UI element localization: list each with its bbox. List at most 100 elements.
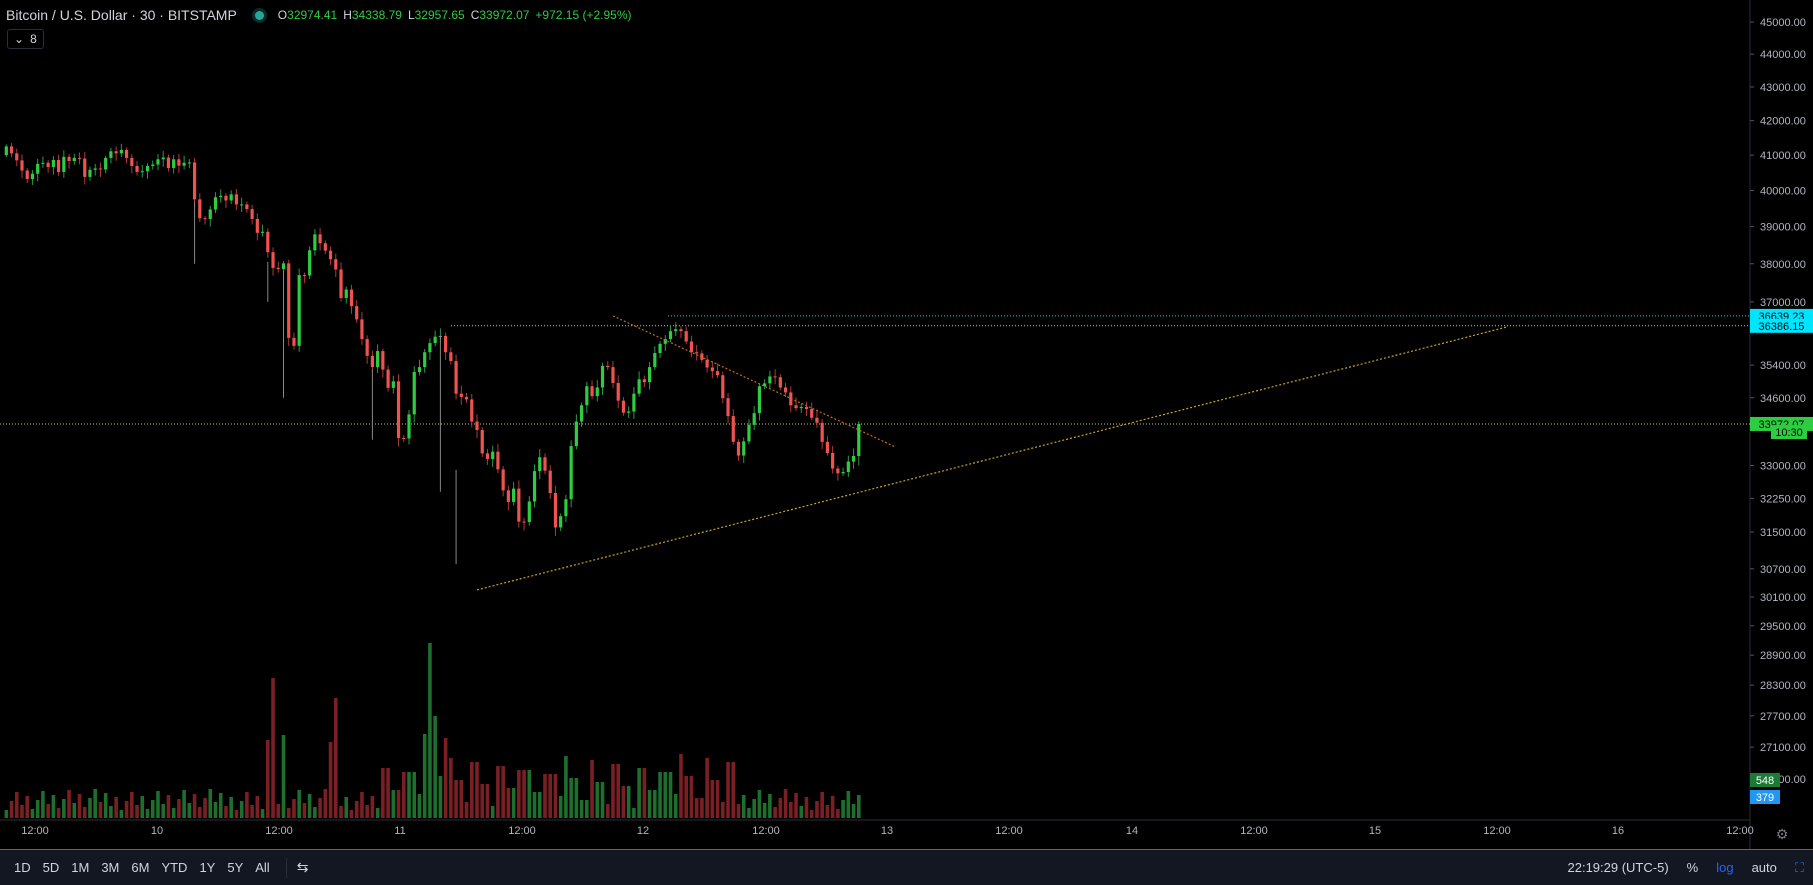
volume-bar xyxy=(281,735,286,818)
volume-bar xyxy=(349,810,354,818)
candle-body xyxy=(721,375,725,399)
range-button-6m[interactable]: 6M xyxy=(131,860,150,875)
candle-body xyxy=(804,406,809,409)
volume-bar xyxy=(401,772,406,818)
candle-body xyxy=(198,199,202,219)
settings-gear-icon[interactable]: ⚙ xyxy=(1776,827,1789,843)
candle-body xyxy=(532,471,537,502)
volume-bar xyxy=(292,799,296,818)
candle-body xyxy=(831,452,835,469)
volume-bar xyxy=(302,803,307,818)
time-tick-label: 12 xyxy=(637,825,649,837)
candle-body xyxy=(763,383,767,387)
candle-body xyxy=(810,408,814,418)
candle-body xyxy=(480,429,484,454)
range-button-3m[interactable]: 3M xyxy=(101,860,120,875)
price-tick-label: 38000.00 xyxy=(1760,259,1806,271)
volume-bar xyxy=(72,803,77,818)
price-label-box xyxy=(1771,425,1807,440)
volume-bar xyxy=(653,790,657,818)
open-label: O xyxy=(277,8,288,22)
volume-bar xyxy=(98,802,103,818)
volume-bar xyxy=(428,643,432,818)
candle-body xyxy=(224,195,228,201)
range-button-1d[interactable]: 1D xyxy=(14,860,31,875)
price-tick-label: 30100.00 xyxy=(1760,592,1806,604)
candle-body xyxy=(496,451,500,470)
candle-body xyxy=(219,195,223,198)
candle-body xyxy=(522,521,526,523)
range-button-5y[interactable]: 5Y xyxy=(227,860,244,875)
candle-body xyxy=(192,162,197,200)
candle-body xyxy=(166,157,171,169)
volume-bar xyxy=(616,764,621,818)
volume-bar xyxy=(67,790,71,818)
candle-body xyxy=(611,367,615,383)
candle-body xyxy=(213,197,218,210)
candle-body xyxy=(20,160,24,171)
range-button-1y[interactable]: 1Y xyxy=(199,860,216,875)
volume-bar xyxy=(25,796,30,818)
candle-body xyxy=(705,359,709,368)
candle-body xyxy=(104,157,108,170)
volume-bar xyxy=(527,770,532,818)
candle-body xyxy=(46,162,50,168)
candle-body xyxy=(36,163,40,174)
volume-bar xyxy=(370,796,375,818)
range-button-all[interactable]: All xyxy=(255,860,270,875)
volume-bar xyxy=(496,766,500,818)
indicators-collapse-button[interactable]: ⌄ 8 xyxy=(7,29,44,49)
range-buttons: 1D 5D 1M 3M 6M YTD 1Y 5Y All xyxy=(8,860,276,875)
volume-bar xyxy=(56,808,61,818)
candle-body xyxy=(130,157,134,166)
volume-bar xyxy=(825,805,830,818)
auto-toggle[interactable]: auto xyxy=(1751,860,1777,875)
candle-body xyxy=(778,377,782,388)
volume-bar xyxy=(140,796,145,818)
candle-body xyxy=(642,379,646,383)
volume-bar xyxy=(558,796,563,818)
volume-bar xyxy=(585,800,589,818)
goto-date-icon[interactable]: ⇆ xyxy=(296,859,309,875)
candle-body xyxy=(98,168,103,170)
divider xyxy=(285,857,287,878)
log-toggle[interactable]: log xyxy=(1716,860,1734,875)
candle-body xyxy=(590,386,594,397)
symbol-title[interactable]: Bitcoin / U.S. Dollar · 30 · BITSTAMP xyxy=(6,7,237,23)
candle-body xyxy=(674,329,678,332)
candle-body xyxy=(234,194,239,205)
volume-bar xyxy=(778,798,783,818)
candle-body xyxy=(355,306,359,320)
candle-body xyxy=(836,468,840,474)
range-button-ytd[interactable]: YTD xyxy=(161,860,188,875)
volume-bar xyxy=(564,756,568,818)
volume-bar xyxy=(689,776,694,818)
candle-body xyxy=(124,149,129,158)
candle-body xyxy=(491,451,495,459)
time-tick-label: 12:00 xyxy=(1240,825,1268,837)
volume-bar xyxy=(266,740,270,818)
volume-bar xyxy=(736,804,741,818)
range-button-5d[interactable]: 5D xyxy=(42,860,60,875)
volume-bar xyxy=(705,758,709,818)
candle-body xyxy=(156,159,160,165)
volume-bar xyxy=(490,806,495,818)
candle-body xyxy=(663,339,667,344)
price-chart[interactable]: 45000.00 44000.00 43000.00 42000.00 41000.00… xyxy=(0,0,1813,849)
range-button-1m[interactable]: 1M xyxy=(71,860,90,875)
fullscreen-icon[interactable]: ⛶ xyxy=(1794,859,1804,875)
open-value: 32974.41 xyxy=(287,8,338,22)
volume-bar xyxy=(809,810,814,818)
volume-bar xyxy=(846,791,851,818)
candle-body xyxy=(344,289,348,299)
candle-body xyxy=(647,367,652,383)
price-tick-label: 29500.00 xyxy=(1760,621,1806,633)
volume-bar xyxy=(344,797,349,818)
candle-body xyxy=(255,218,259,233)
volume-bar xyxy=(517,770,521,818)
time-tick-label: 13 xyxy=(881,825,893,837)
candle-body xyxy=(365,339,369,356)
percent-toggle[interactable]: % xyxy=(1686,860,1699,875)
volume-bar xyxy=(836,809,840,818)
volume-bar xyxy=(454,780,458,818)
